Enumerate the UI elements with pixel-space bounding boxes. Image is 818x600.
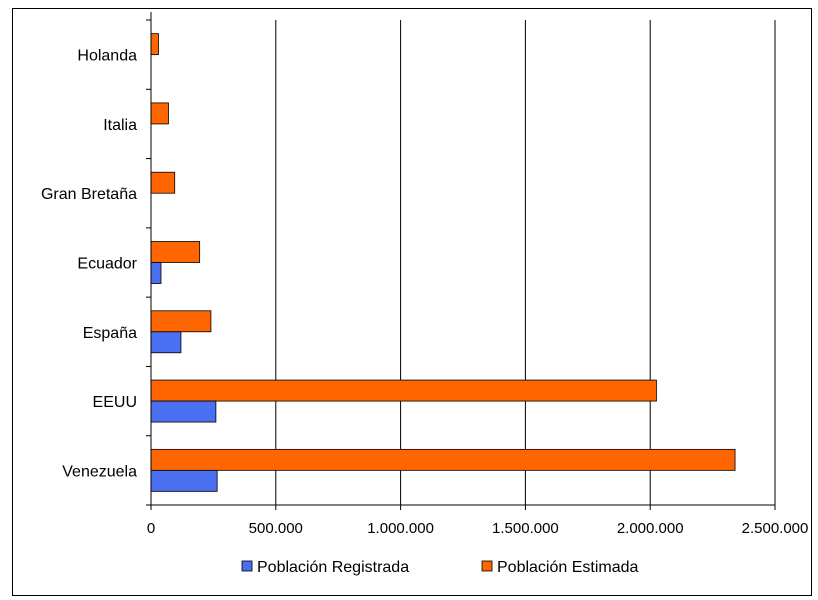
legend-label-poblacion-estimada: Población Estimada (497, 559, 639, 576)
x-tick-label-2: 1.000.000 (367, 520, 434, 537)
bar-poblacion-registrada-espana (150, 331, 182, 354)
chart-frame (12, 8, 812, 596)
x-tick-label-4: 2.000.000 (617, 520, 684, 537)
category-label-venezuela: Venezuela (62, 463, 137, 480)
category-label-espana: España (83, 325, 137, 342)
bar-poblacion-estimada-holanda (150, 33, 159, 56)
category-label-italia: Italia (103, 117, 137, 134)
x-tick-label-3: 1.500.000 (492, 520, 559, 537)
bar-poblacion-estimada-gran-bretana (150, 171, 176, 194)
x-tick-label-1: 500.000 (249, 520, 303, 537)
category-label-eeuu: EEUU (93, 394, 137, 411)
x-tick-label-5: 2.500.000 (742, 520, 809, 537)
category-label-holanda: Holanda (77, 48, 137, 65)
legend-label-poblacion-registrada: Población Registrada (257, 559, 409, 576)
bar-poblacion-registrada-ecuador (150, 262, 162, 284)
bar-poblacion-registrada-venezuela (150, 469, 218, 492)
x-tick-label-0: 0 (147, 520, 155, 537)
legend-swatch-poblacion-estimada (481, 560, 493, 572)
bar-poblacion-estimada-italia (150, 102, 169, 125)
bar-poblacion-estimada-ecuador (150, 241, 201, 263)
category-label-gran-bretana: Gran Bretaña (41, 186, 137, 203)
bar-poblacion-estimada-espana (150, 310, 212, 333)
legend-swatch-poblacion-registrada (241, 560, 253, 572)
category-label-ecuador: Ecuador (77, 256, 137, 273)
bar-poblacion-estimada-eeuu (150, 379, 657, 402)
bar-poblacion-estimada-venezuela (150, 448, 736, 471)
bar-poblacion-registrada-eeuu (150, 400, 217, 423)
